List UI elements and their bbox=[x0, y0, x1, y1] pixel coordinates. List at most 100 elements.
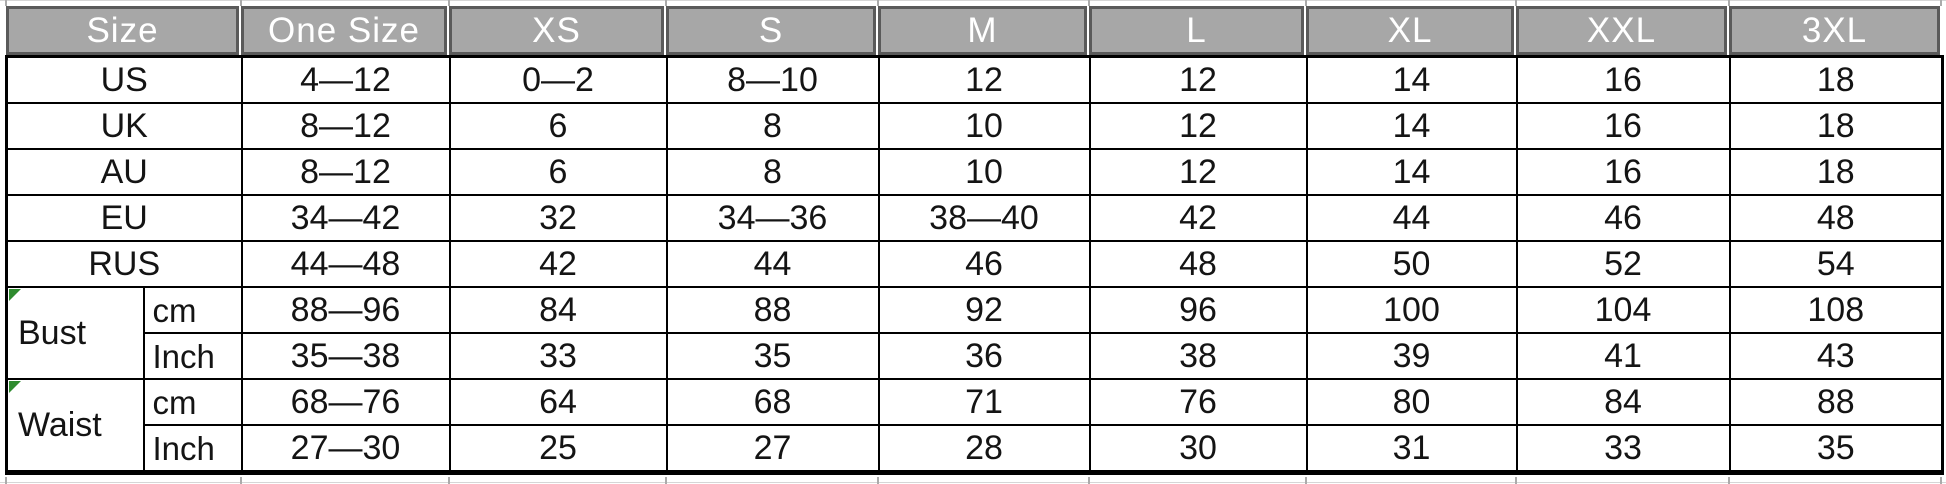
grid-tick bbox=[448, 0, 450, 6]
size-cell: 64 bbox=[448, 378, 668, 426]
grid-tick bbox=[1515, 0, 1517, 6]
size-cell: 31 bbox=[1305, 424, 1518, 474]
size-cell: 84 bbox=[1515, 378, 1731, 426]
region-label: RUS bbox=[5, 240, 243, 288]
grid-tick bbox=[665, 0, 667, 6]
size-cell: 96 bbox=[1088, 286, 1308, 334]
size-cell: 108 bbox=[1728, 286, 1944, 334]
size-cell: 54 bbox=[1728, 240, 1944, 288]
size-cell: 8—12 bbox=[240, 102, 451, 150]
table-row: US 4—12 0—2 8—10 12 12 14 16 18 bbox=[5, 55, 1944, 104]
size-cell: 44 bbox=[665, 240, 880, 288]
size-cell: 6 bbox=[448, 102, 668, 150]
table-row: Inch 27—30 25 27 28 30 31 33 35 bbox=[7, 424, 1944, 474]
size-cell: 50 bbox=[1305, 240, 1518, 288]
size-cell: 42 bbox=[448, 240, 668, 288]
size-cell: 84 bbox=[448, 286, 668, 334]
size-cell: 8 bbox=[665, 148, 880, 196]
size-cell: 14 bbox=[1305, 148, 1518, 196]
size-cell: 35 bbox=[665, 332, 880, 380]
size-cell: 38 bbox=[1088, 332, 1308, 380]
size-cell: 25 bbox=[448, 424, 668, 474]
size-cell: 68—76 bbox=[240, 378, 451, 426]
size-cell: 88—96 bbox=[240, 286, 451, 334]
table-row: Bust cm 88—96 84 88 92 96 100 104 108 bbox=[5, 286, 1944, 380]
gridline-bottom bbox=[0, 482, 1946, 483]
header-cell: Size bbox=[6, 6, 239, 55]
size-cell: 68 bbox=[665, 378, 880, 426]
table-row: EU 34—42 32 34—36 38—40 42 44 46 48 bbox=[5, 194, 1944, 242]
size-cell: 34—42 bbox=[240, 194, 451, 242]
size-cell: 12 bbox=[1088, 102, 1308, 150]
size-cell: 18 bbox=[1728, 102, 1944, 150]
size-cell: 18 bbox=[1728, 55, 1944, 104]
unit-label: cm bbox=[142, 286, 243, 334]
header-cell: XS bbox=[449, 6, 664, 55]
size-cell: 34—36 bbox=[665, 194, 880, 242]
size-cell: 8 bbox=[665, 102, 880, 150]
size-cell: 36 bbox=[877, 332, 1091, 380]
size-cell: 16 bbox=[1515, 102, 1731, 150]
size-cell: 8—10 bbox=[665, 55, 880, 104]
size-cell: 14 bbox=[1305, 55, 1518, 104]
unit-label: Inch bbox=[142, 424, 243, 474]
size-cell: 52 bbox=[1515, 240, 1731, 288]
grid-tick bbox=[1515, 477, 1517, 484]
table-row: Inch 35—38 33 35 36 38 39 41 43 bbox=[7, 332, 1944, 380]
size-cell: 28 bbox=[877, 424, 1091, 474]
grid-tick bbox=[240, 477, 242, 484]
table-header: Size One Size XS S M L XL XXL 3XL bbox=[5, 6, 1941, 55]
table-body: US 4—12 0—2 8—10 12 12 14 16 18 UK 8—12 6 8 10 12 14 16 1… bbox=[5, 55, 1944, 474]
header-cell: L bbox=[1089, 6, 1304, 55]
size-cell: 14 bbox=[1305, 102, 1518, 150]
measure-label: Bust bbox=[5, 286, 145, 380]
grid-tick bbox=[5, 0, 7, 6]
size-cell: 88 bbox=[665, 286, 880, 334]
size-cell: 27 bbox=[665, 424, 880, 474]
size-cell: 92 bbox=[877, 286, 1091, 334]
size-cell: 12 bbox=[877, 55, 1091, 104]
size-cell: 100 bbox=[1305, 286, 1518, 334]
header-cell: XXL bbox=[1516, 6, 1727, 55]
size-cell: 35 bbox=[1728, 424, 1944, 474]
size-cell: 48 bbox=[1088, 240, 1308, 288]
size-cell: 18 bbox=[1728, 148, 1944, 196]
size-cell: 41 bbox=[1515, 332, 1731, 380]
size-cell: 48 bbox=[1728, 194, 1944, 242]
gridline-top bbox=[0, 0, 1946, 1]
size-cell: 39 bbox=[1305, 332, 1518, 380]
grid-tick bbox=[1728, 477, 1730, 484]
size-cell: 16 bbox=[1515, 148, 1731, 196]
table-row: Waist cm 68—76 64 68 71 76 80 84 88 bbox=[5, 378, 1944, 474]
grid-tick bbox=[877, 477, 879, 484]
header-cell: 3XL bbox=[1729, 6, 1940, 55]
size-cell: 88 bbox=[1728, 378, 1944, 426]
region-label: EU bbox=[5, 194, 243, 242]
size-cell: 33 bbox=[1515, 424, 1731, 474]
grid-tick bbox=[1088, 0, 1090, 6]
measure-label: Waist bbox=[5, 378, 145, 474]
size-cell: 6 bbox=[448, 148, 668, 196]
table-row: AU 8—12 6 8 10 12 14 16 18 bbox=[5, 148, 1944, 196]
grid-tick bbox=[1305, 0, 1307, 6]
size-cell: 71 bbox=[877, 378, 1091, 426]
size-cell: 10 bbox=[877, 102, 1091, 150]
size-cell: 12 bbox=[1088, 148, 1308, 196]
size-cell: 32 bbox=[448, 194, 668, 242]
size-cell: 46 bbox=[877, 240, 1091, 288]
size-cell: 4—12 bbox=[240, 55, 451, 104]
size-cell: 10 bbox=[877, 148, 1091, 196]
size-cell: 30 bbox=[1088, 424, 1308, 474]
grid-tick bbox=[1728, 0, 1730, 6]
size-cell: 42 bbox=[1088, 194, 1308, 242]
grid-tick bbox=[665, 477, 667, 484]
header-cell: XL bbox=[1306, 6, 1514, 55]
size-cell: 44—48 bbox=[240, 240, 451, 288]
region-label: AU bbox=[5, 148, 243, 196]
grid-tick bbox=[1940, 0, 1942, 6]
size-cell: 44 bbox=[1305, 194, 1518, 242]
size-cell: 35—38 bbox=[240, 332, 451, 380]
grid-tick bbox=[240, 0, 242, 6]
table-row: UK 8—12 6 8 10 12 14 16 18 bbox=[5, 102, 1944, 150]
